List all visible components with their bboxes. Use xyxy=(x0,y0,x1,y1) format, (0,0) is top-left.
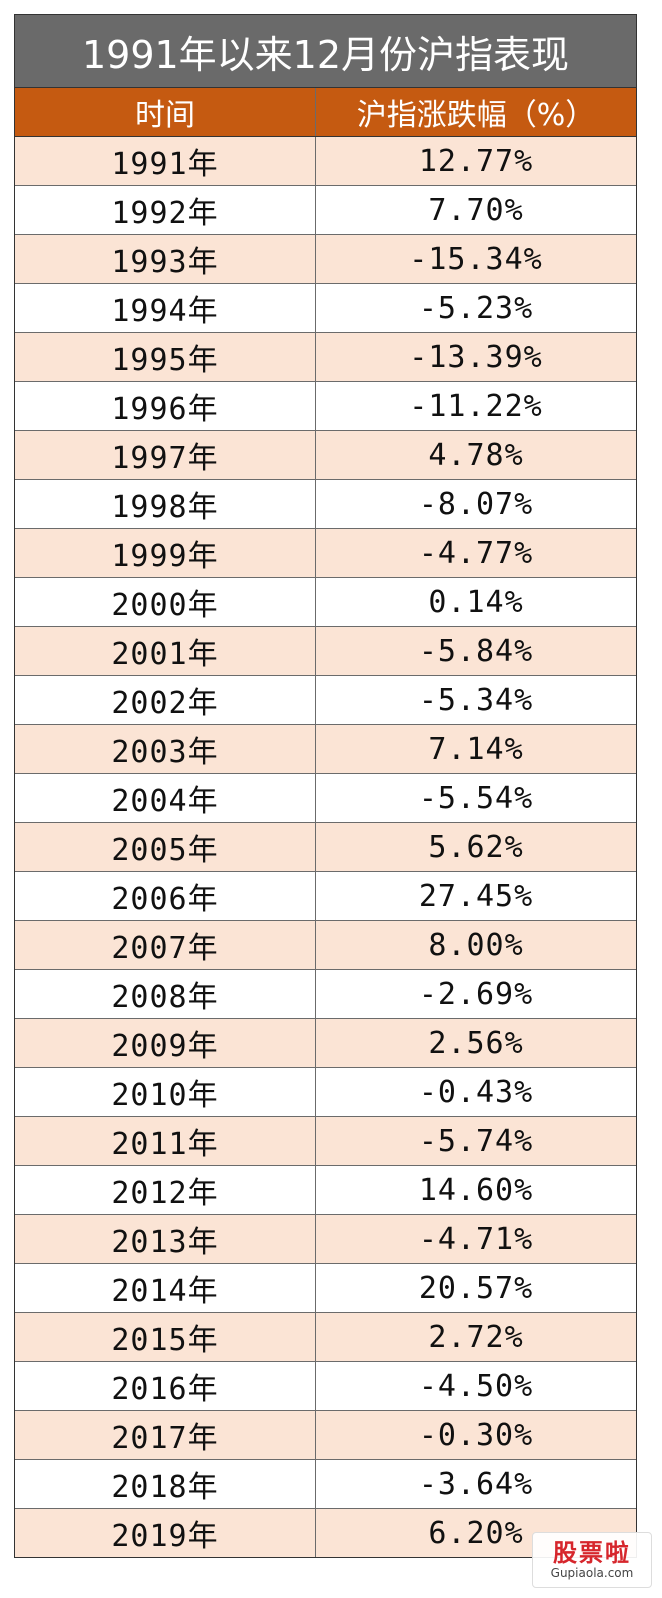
year-cell: 2008年 xyxy=(15,970,316,1018)
change-cell: -15.34% xyxy=(409,241,543,277)
year-cell: 2009年 xyxy=(15,1019,316,1067)
year-cell: 1997年 xyxy=(15,431,316,479)
table-row: 2011年 -5.74% xyxy=(15,1117,636,1166)
table-row: 2016年 -4.50% xyxy=(15,1362,636,1411)
change-cell: 14.60% xyxy=(418,1172,534,1208)
year-cell: 1999年 xyxy=(15,529,316,577)
year-cell: 1991年 xyxy=(15,137,316,185)
table-row: 2008年 -2.69% xyxy=(15,970,636,1019)
table-row: 1991年 12.77% xyxy=(15,137,636,186)
table-row: 2018年 -3.64% xyxy=(15,1460,636,1509)
change-cell: -5.34% xyxy=(418,682,534,718)
logo-url: Gupiaola.com xyxy=(550,1566,634,1580)
change-cell: 2.56% xyxy=(428,1025,524,1061)
year-cell: 2006年 xyxy=(15,872,316,920)
table-row: 2003年 7.14% xyxy=(15,725,636,774)
year-cell: 1992年 xyxy=(15,186,316,234)
site-logo: 股票啦 Gupiaola.com xyxy=(532,1532,652,1588)
change-cell: -11.22% xyxy=(409,388,543,424)
year-cell: 2019年 xyxy=(15,1509,316,1557)
year-cell: 2001年 xyxy=(15,627,316,675)
table-row: 2012年 14.60% xyxy=(15,1166,636,1215)
year-cell: 2002年 xyxy=(15,676,316,724)
change-cell: 5.62% xyxy=(428,829,524,865)
header-time: 时间 xyxy=(15,88,316,136)
data-table: 1991年以来12月份沪指表现 时间 沪指涨跌幅（%） 1991年 12.77% 1… xyxy=(14,14,637,1558)
change-cell: 27.45% xyxy=(418,878,534,914)
change-cell: 8.00% xyxy=(428,927,524,963)
table-row: 2002年 -5.34% xyxy=(15,676,636,725)
year-cell: 1995年 xyxy=(15,333,316,381)
table-row: 2006年 27.45% xyxy=(15,872,636,921)
change-cell: 20.57% xyxy=(418,1270,534,1306)
table-row: 1993年 -15.34% xyxy=(15,235,636,284)
change-cell: 6.20% xyxy=(428,1515,524,1551)
table-row: 1996年 -11.22% xyxy=(15,382,636,431)
year-cell: 2005年 xyxy=(15,823,316,871)
table-title: 1991年以来12月份沪指表现 xyxy=(15,15,636,88)
year-cell: 2015年 xyxy=(15,1313,316,1361)
table-row: 2001年 -5.84% xyxy=(15,627,636,676)
header-row: 时间 沪指涨跌幅（%） xyxy=(15,88,636,137)
year-cell: 2004年 xyxy=(15,774,316,822)
change-cell: -5.23% xyxy=(418,290,534,326)
change-cell: 4.78% xyxy=(428,437,524,473)
table-row: 2005年 5.62% xyxy=(15,823,636,872)
change-cell: -3.64% xyxy=(418,1466,534,1502)
table-row: 2010年 -0.43% xyxy=(15,1068,636,1117)
year-cell: 2000年 xyxy=(15,578,316,626)
change-cell: -5.54% xyxy=(418,780,534,816)
table-row: 2009年 2.56% xyxy=(15,1019,636,1068)
table-row: 2014年 20.57% xyxy=(15,1264,636,1313)
year-cell: 2017年 xyxy=(15,1411,316,1459)
change-cell: -0.43% xyxy=(418,1074,534,1110)
change-cell: -13.39% xyxy=(409,339,543,375)
logo-mark: 股票啦 xyxy=(553,1539,631,1567)
year-cell: 2013年 xyxy=(15,1215,316,1263)
table-body: 1991年 12.77% 1992年 7.70% 1993年 -15.34% 1994年 -5… xyxy=(15,137,636,1557)
table-row: 2004年 -5.54% xyxy=(15,774,636,823)
table-row: 2000年 0.14% xyxy=(15,578,636,627)
change-cell: -8.07% xyxy=(418,486,534,522)
year-cell: 2012年 xyxy=(15,1166,316,1214)
year-cell: 1998年 xyxy=(15,480,316,528)
change-cell: 2.72% xyxy=(428,1319,524,1355)
change-cell: -5.84% xyxy=(418,633,534,669)
table-row: 2015年 2.72% xyxy=(15,1313,636,1362)
year-cell: 2010年 xyxy=(15,1068,316,1116)
header-change: 沪指涨跌幅（%） xyxy=(356,98,596,133)
change-cell: -2.69% xyxy=(418,976,534,1012)
year-cell: 1996年 xyxy=(15,382,316,430)
year-cell: 2007年 xyxy=(15,921,316,969)
change-cell: -4.77% xyxy=(418,535,534,571)
change-cell: -4.50% xyxy=(418,1368,534,1404)
year-cell: 2014年 xyxy=(15,1264,316,1312)
change-cell: 0.14% xyxy=(428,584,524,620)
table-row: 2017年 -0.30% xyxy=(15,1411,636,1460)
table-row: 1992年 7.70% xyxy=(15,186,636,235)
table-row: 1998年 -8.07% xyxy=(15,480,636,529)
year-cell: 2018年 xyxy=(15,1460,316,1508)
change-cell: -0.30% xyxy=(418,1417,534,1453)
table-row: 2013年 -4.71% xyxy=(15,1215,636,1264)
table-row: 1995年 -13.39% xyxy=(15,333,636,382)
change-cell: 12.77% xyxy=(418,143,534,179)
year-cell: 2003年 xyxy=(15,725,316,773)
year-cell: 1994年 xyxy=(15,284,316,332)
change-cell: -5.74% xyxy=(418,1123,534,1159)
table-row: 1999年 -4.77% xyxy=(15,529,636,578)
year-cell: 2011年 xyxy=(15,1117,316,1165)
table-row: 1997年 4.78% xyxy=(15,431,636,480)
change-cell: 7.14% xyxy=(428,731,524,767)
table-row: 1994年 -5.23% xyxy=(15,284,636,333)
year-cell: 2016年 xyxy=(15,1362,316,1410)
year-cell: 1993年 xyxy=(15,235,316,283)
change-cell: -4.71% xyxy=(418,1221,534,1257)
table-row: 2007年 8.00% xyxy=(15,921,636,970)
change-cell: 7.70% xyxy=(428,192,524,228)
